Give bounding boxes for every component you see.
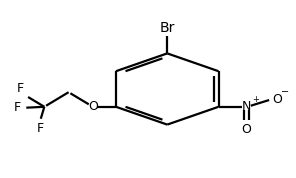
- Text: −: −: [281, 87, 289, 97]
- Text: Br: Br: [160, 21, 175, 35]
- Text: O: O: [242, 123, 252, 136]
- Text: F: F: [17, 82, 24, 95]
- Text: F: F: [14, 101, 21, 114]
- Text: +: +: [252, 95, 259, 104]
- Text: O: O: [88, 100, 98, 113]
- Text: O: O: [273, 93, 283, 106]
- Text: F: F: [37, 122, 44, 135]
- Text: N: N: [242, 100, 251, 113]
